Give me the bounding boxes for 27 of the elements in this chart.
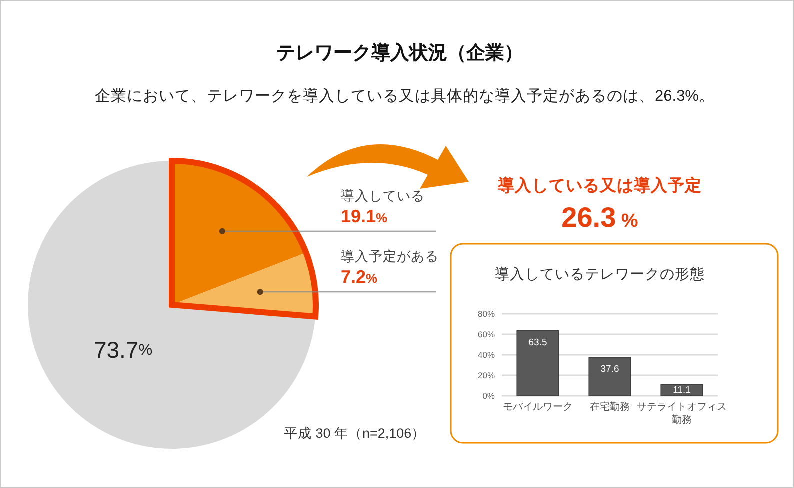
bar [516, 330, 560, 396]
y-tick-label: 60% [478, 330, 496, 340]
pie-slice [28, 161, 316, 449]
y-tick-label: 0% [482, 391, 496, 401]
bar [588, 357, 632, 396]
y-tick-label: 20% [478, 370, 496, 380]
data-label: 19.1% [341, 206, 388, 226]
data-label: 73.7% [94, 336, 153, 363]
slice-label: 導入予定がある [341, 249, 439, 264]
data-label: 7.2% [341, 267, 378, 288]
slice-label: 導入している [341, 188, 425, 204]
pie-slice [172, 161, 306, 305]
data-label: 37.6 [600, 364, 620, 375]
x-tick-label: 在宅勤務 [590, 401, 630, 414]
data-label: 11.1 [673, 384, 691, 396]
chart-subtitle: 企業において、テレワークを導入している又は具体的な導入予定があるのは、26.3%。 [95, 87, 715, 105]
chart-title: 導入しているテレワークの形態 [495, 266, 705, 283]
y-tick-label: 80% [478, 309, 496, 319]
chart-title: テレワーク導入状況（企業） [276, 42, 524, 64]
text: 26.3 % [562, 202, 638, 233]
y-tick-label: 40% [478, 350, 496, 360]
bar [660, 384, 704, 396]
x-tick-label: サテライトオフィス勤務 [637, 402, 727, 426]
x-tick-label: モバイルワーク [503, 402, 573, 414]
text: 導入している又は導入予定 [497, 176, 702, 195]
data-label: 63.5 [528, 337, 548, 348]
text: 平成 30 年（n=2,106） [284, 426, 426, 441]
